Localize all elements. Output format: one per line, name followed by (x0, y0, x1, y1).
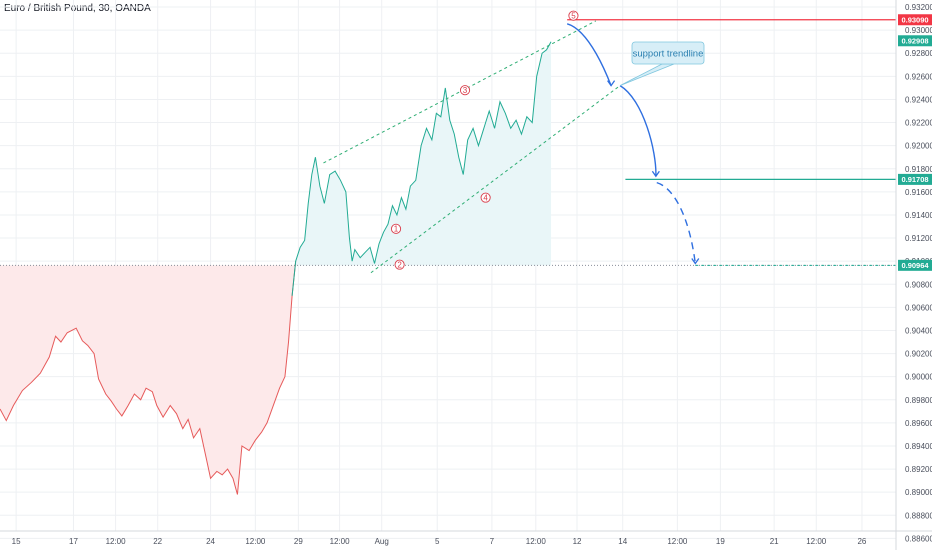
y-tick-label: 0.88600 (905, 534, 932, 543)
chart-title: Euro / British Pound, 30, OANDA (4, 3, 151, 14)
y-tick-label: 0.90400 (905, 326, 932, 335)
projection-curve-1 (566, 23, 612, 86)
y-tick-label: 0.92800 (905, 49, 932, 58)
price-series (0, 41, 552, 495)
upper-channel-line (323, 20, 597, 164)
chart-drawings: 1 2 3 4 5 support trendline (323, 10, 896, 274)
x-tick-label: 17 (69, 537, 78, 546)
wave-label-circle (459, 85, 471, 96)
x-tick-label: 5 (435, 537, 440, 546)
x-tick-label: 12:00 (806, 537, 827, 546)
above-baseline-fill (295, 41, 552, 266)
y-tick-label: 0.89400 (905, 442, 932, 451)
arrow-head (607, 80, 616, 87)
callout-pointer (619, 63, 675, 86)
price-badge (898, 14, 932, 26)
x-tick-label: 24 (206, 537, 215, 546)
x-tick-label: 12:00 (106, 537, 127, 546)
x-tick-label: 12:00 (330, 537, 351, 546)
price-badge (898, 35, 932, 47)
x-tick-label: 26 (857, 537, 866, 546)
wave-label-circle (390, 223, 402, 234)
price-badge-label: 0.92908 (901, 37, 928, 46)
y-tick-label: 0.89000 (905, 488, 932, 497)
y-tick-label: 0.89200 (905, 465, 932, 474)
series-line-below (0, 261, 297, 495)
y-tick-label: 0.90800 (905, 280, 932, 289)
x-tick-label: 7 (490, 537, 495, 546)
callout-box (631, 41, 705, 65)
arrow-head (691, 258, 700, 265)
price-badge (898, 173, 932, 185)
x-tick-label: 21 (770, 537, 779, 546)
wave-label: 3 (463, 86, 468, 95)
x-tick-label: 29 (294, 537, 303, 546)
y-tick-label: 0.92600 (905, 72, 932, 81)
x-tick-label: 12:00 (245, 537, 266, 546)
y-tick-label: 0.91400 (905, 211, 932, 220)
callout-text: support trendline (633, 49, 704, 60)
y-tick-label: 0.91200 (905, 234, 932, 243)
y-tick-label: 0.92400 (905, 95, 932, 104)
wave-label-circle (568, 10, 579, 21)
x-tick-label: 12:00 (526, 537, 547, 546)
wave-label: 2 (397, 260, 402, 269)
wave-label: 5 (571, 12, 576, 21)
y-tick-label: 0.90200 (905, 350, 932, 359)
y-tick-label: 0.89800 (905, 396, 932, 405)
price-badge (898, 259, 932, 271)
wave-label: 1 (394, 225, 399, 234)
projection-curve-3 (656, 181, 696, 264)
y-tick-label: 0.90600 (905, 303, 932, 312)
y-tick-label: 0.92000 (905, 142, 932, 151)
x-tick-label: 12:00 (667, 537, 688, 546)
y-tick-label: 0.93200 (905, 3, 932, 12)
price-badge-label: 0.90964 (901, 261, 929, 270)
y-tick-label: 0.91600 (905, 188, 932, 197)
wave-label: 4 (483, 193, 488, 202)
price-badge-label: 0.91708 (901, 175, 928, 184)
price-badge-label: 0.93090 (901, 16, 928, 25)
x-tick-label: 22 (153, 537, 162, 546)
x-tick-label: 19 (716, 537, 725, 546)
y-tick-label: 0.90000 (905, 373, 932, 382)
y-tick-label: 0.89600 (905, 419, 932, 428)
wave-label-circle (480, 192, 491, 203)
area-fills (0, 41, 552, 495)
series-line-above (291, 41, 552, 296)
arrow-head (651, 170, 660, 178)
y-tick-label: 0.88800 (905, 511, 932, 520)
y-tick-label: 0.93000 (905, 26, 932, 35)
below-baseline-fill (0, 265, 296, 495)
projection-curve-2 (619, 84, 657, 177)
y-tick-label: 0.92200 (905, 119, 932, 128)
wave-label-circle (394, 259, 405, 270)
x-tick-label: Aug (375, 537, 389, 546)
y-tick-label: 0.91800 (905, 165, 932, 174)
x-tick-label: 14 (618, 537, 627, 546)
x-tick-label: 15 (12, 537, 21, 546)
x-tick-label: 12 (573, 537, 582, 546)
lower-channel-line (370, 85, 621, 274)
